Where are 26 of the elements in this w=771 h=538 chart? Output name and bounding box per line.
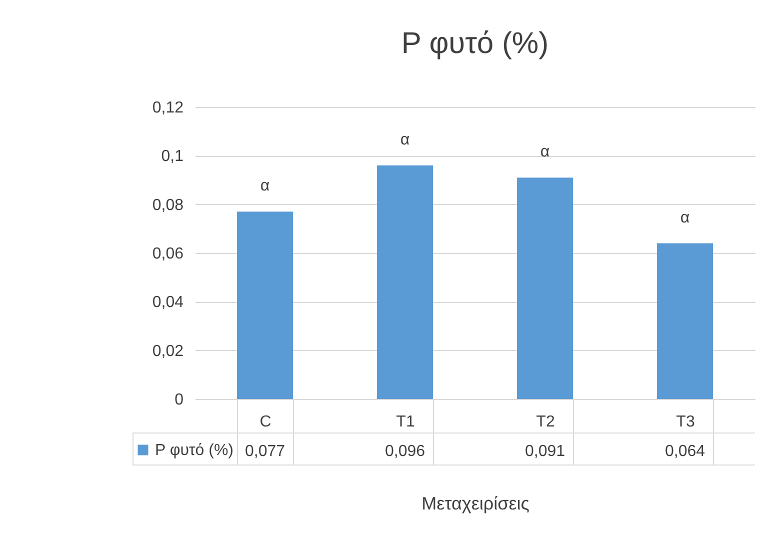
y-tick-label: 0,04: [152, 294, 184, 312]
y-tick-label: 0,1: [161, 148, 184, 166]
x-tick-label: C: [260, 414, 272, 430]
y-tick-label: 0: [174, 392, 184, 408]
annotation: α: [680, 209, 690, 226]
bar: [657, 243, 713, 399]
x-tick-label: T3: [676, 414, 695, 430]
x-tick-label: T2: [536, 414, 555, 430]
chart-title: P φυτό (%): [401, 27, 549, 60]
y-tick-label: 0,08: [152, 196, 184, 214]
legend-label: P φυτό (%): [155, 442, 234, 459]
data-label: 0,091: [524, 443, 566, 460]
y-tick-label: 0,06: [152, 246, 184, 262]
y-tick-label: 0,12: [152, 100, 184, 116]
annotation: α: [540, 144, 550, 161]
x-tick-label: T1: [396, 414, 415, 430]
data-label: 0,064: [664, 443, 706, 460]
bar: [237, 212, 293, 399]
annotation: α: [260, 178, 270, 195]
data-label: 0,096: [384, 443, 426, 460]
bar: [377, 165, 433, 399]
x-axis-title: Μεταχειρίσεις: [422, 494, 530, 514]
y-tick-label: 0,02: [152, 342, 184, 360]
data-label: 0,077: [244, 443, 286, 460]
bar: [517, 178, 573, 399]
annotation: α: [400, 131, 410, 148]
